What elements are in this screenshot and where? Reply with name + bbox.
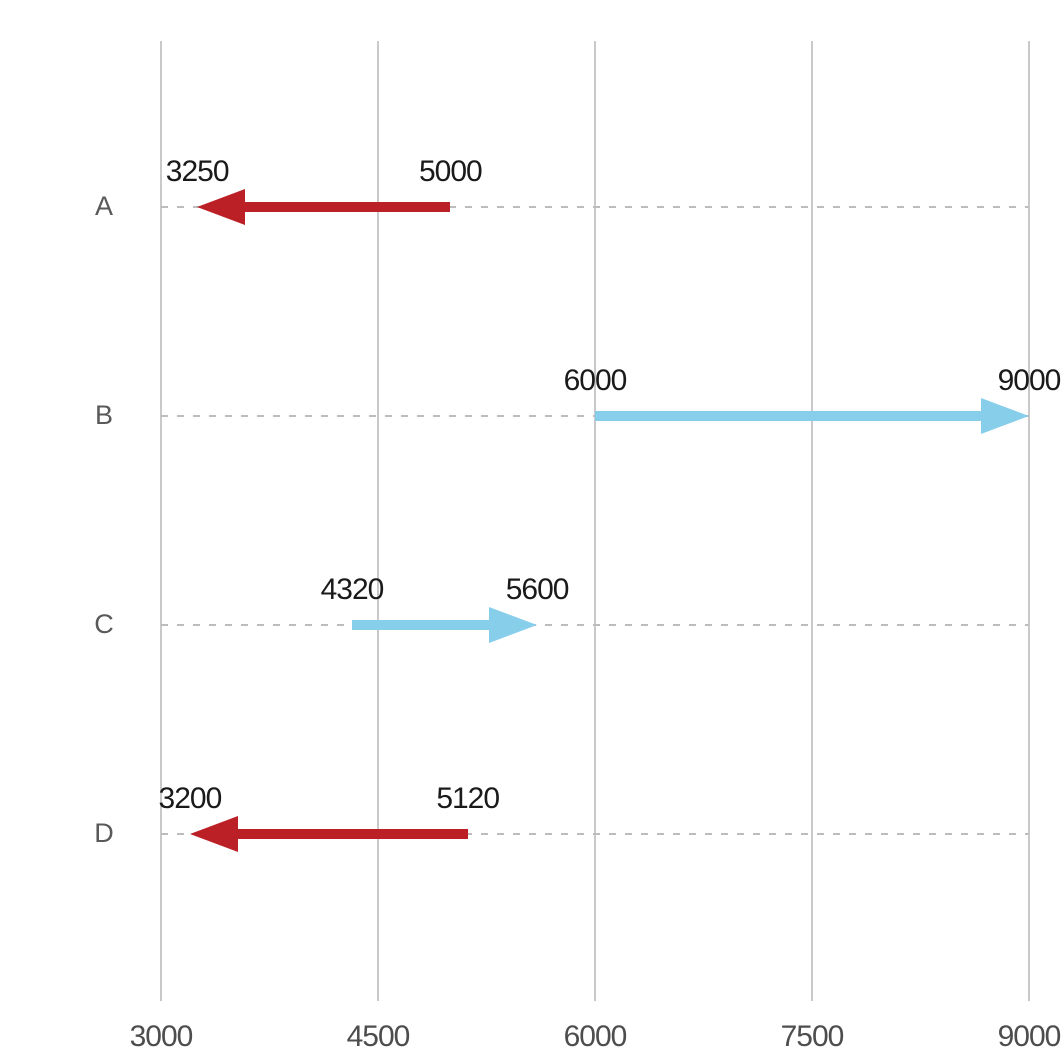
arrow-shaft (235, 829, 468, 839)
arrow-shaft (595, 411, 983, 421)
value-label-start: 6000 (563, 364, 628, 397)
arrow-shaft (243, 202, 451, 212)
value-label-end: 3250 (165, 155, 230, 188)
value-label-start: 5120 (436, 782, 500, 815)
arrow-shaft (351, 620, 492, 630)
x-gridline (160, 41, 162, 1001)
x-gridline (377, 41, 379, 1001)
row-guide-line (161, 206, 1029, 208)
x-tick-label: 3000 (129, 1020, 194, 1053)
arrow-head (981, 398, 1029, 434)
x-tick-label: 4500 (346, 1020, 411, 1053)
x-tick-label: 6000 (563, 1020, 628, 1053)
value-label-end: 5600 (505, 573, 570, 606)
arrow-head (197, 189, 246, 225)
category-label-b: B (94, 400, 113, 430)
category-label-d: D (94, 818, 114, 848)
x-gridline (811, 41, 813, 1001)
x-gridline (594, 41, 596, 1001)
category-label-a: A (94, 191, 113, 221)
arrow-head (489, 607, 538, 643)
value-label-end: 3200 (158, 782, 223, 815)
x-tick-label: 7500 (780, 1020, 845, 1053)
row-guide-line (161, 624, 1029, 626)
x-gridline (1028, 41, 1030, 1001)
value-label-end: 9000 (997, 364, 1062, 397)
row-guide-line (161, 833, 1029, 835)
value-label-start: 5000 (418, 155, 483, 188)
category-label-c: C (94, 609, 114, 639)
value-label-start: 4320 (320, 573, 385, 606)
x-tick-label: 9000 (997, 1020, 1062, 1053)
arrow-head (189, 816, 238, 852)
